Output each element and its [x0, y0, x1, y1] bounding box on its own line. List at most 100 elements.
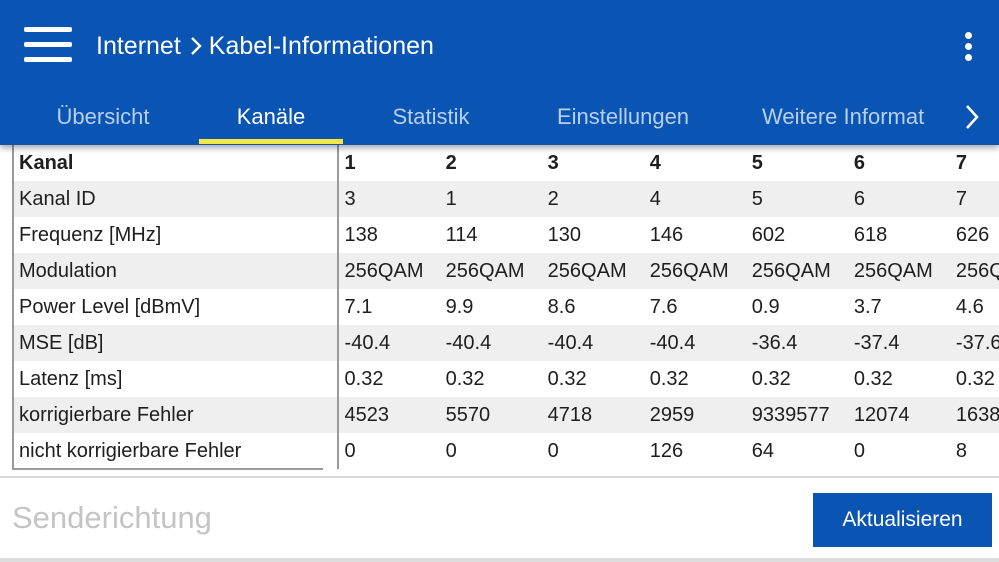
table-row: Kanal ID 3 1 2 4 5 6 7 [12, 181, 999, 217]
table-cell: 8 [955, 439, 968, 462]
table-header-channel: 3 [547, 151, 559, 174]
table-header-channel: 5 [751, 151, 763, 174]
table-cell: 5 [745, 181, 848, 217]
table-cell: 138 [344, 223, 378, 246]
table-cell: 256QAM [337, 253, 440, 289]
tab-bar: Übersicht Kanäle Statistik Einstellungen… [0, 88, 999, 145]
menu-icon-bar [24, 57, 72, 62]
table-header-channel: 4 [649, 151, 661, 174]
tab-uebersicht[interactable]: Übersicht [56, 103, 150, 129]
active-tab-indicator [199, 139, 343, 144]
table-cell: 7.6 [649, 295, 678, 318]
table-cell: 256QAM [847, 253, 950, 289]
table-cell: 256QAM [643, 253, 746, 289]
table-header-label: Kanal [12, 145, 339, 181]
table-cell: 1638014 [949, 397, 999, 433]
chevron-right-icon [189, 36, 203, 56]
tab-statistik[interactable]: Statistik [392, 103, 470, 129]
table-header-channel: 6 [853, 151, 865, 174]
more-dot [965, 54, 972, 61]
table-row: korrigierbare Fehler 4523 5570 4718 2959 9339… [12, 397, 999, 433]
table-header-channel: 7 [955, 151, 968, 174]
table-row: Modulation 256QAM 256QAM 256QAM 256QAM 256QAM… [12, 253, 999, 289]
table-cell: 126 [649, 439, 684, 462]
table-cell: 114 [445, 223, 478, 246]
table-row-label: MSE [dB] [12, 325, 339, 361]
table-cell: 4523 [337, 397, 440, 433]
breadcrumb-kabel-informationen: Kabel-Informationen [208, 31, 434, 60]
table-cell: 0.32 [344, 367, 384, 390]
table-cell: 130 [547, 223, 582, 246]
table-cell: 2959 [643, 397, 746, 433]
table-row-label: korrigierbare Fehler [12, 397, 339, 433]
table-cell: 0 [344, 439, 356, 462]
table-cell: 6 [847, 181, 950, 217]
table-cell: 9339577 [745, 397, 848, 433]
table-row: Latenz [ms] 0.32 0.32 0.32 0.32 0.32 0.32 0.32 [12, 361, 999, 397]
table-cell: 4.6 [955, 295, 984, 318]
tab-weitere-informationen[interactable]: Weitere Informat [762, 103, 925, 129]
table-cell: 0.32 [751, 367, 791, 390]
divider [0, 476, 999, 478]
table-row: Power Level [dBmV] 7.1 9.9 8.6 7.6 0.9 3.7 4.6 [12, 289, 999, 325]
table-cell: 602 [751, 223, 786, 246]
table-cell: 256QAM [439, 253, 542, 289]
table-cell: 9.9 [445, 295, 474, 318]
table-cell: 0.32 [445, 367, 485, 390]
refresh-button[interactable]: Aktualisieren [813, 493, 992, 547]
table-cell: 0.32 [853, 367, 893, 390]
table-header-channel: 2 [445, 151, 457, 174]
table-cell: 256QAM [745, 253, 848, 289]
table-cell: -37.6 [949, 325, 999, 361]
menu-icon-bar [24, 42, 72, 47]
table-cell: 8.6 [547, 295, 576, 318]
table-cell: 0 [445, 439, 457, 462]
table-header-channel: 1 [344, 151, 356, 174]
table-cell: 12074 [847, 397, 950, 433]
section-title-senderichtung: Senderichtung [12, 500, 212, 535]
table-cell: 618 [853, 223, 888, 246]
table-cell: 5570 [439, 397, 542, 433]
table-row: nicht korrigierbare Fehler 0 0 0 126 64 0 8 [12, 433, 999, 469]
table-cell: 0 [547, 439, 559, 462]
table-cell: -40.4 [643, 325, 746, 361]
more-vert-icon[interactable] [959, 30, 979, 64]
menu-icon[interactable] [22, 26, 74, 66]
channel-table-container[interactable]: Kanal 1 2 3 4 5 6 7 Kanal ID 3 1 2 4 5 6 7 Frequenz [MHz… [12, 145, 999, 470]
table-row-label: Power Level [dBmV] [12, 289, 339, 325]
breadcrumb: Internet Kabel-Informationen [96, 28, 434, 64]
table-cell: 4718 [541, 397, 644, 433]
channel-table: Kanal 1 2 3 4 5 6 7 Kanal ID 3 1 2 4 5 6 7 Frequenz [MHz… [12, 145, 999, 469]
table-cell: 3 [337, 181, 440, 217]
tab-kanaele[interactable]: Kanäle [236, 103, 306, 129]
menu-icon-bar [24, 27, 72, 32]
table-cell: -37.4 [847, 325, 950, 361]
table-cell: 64 [751, 439, 775, 462]
table-row-label: Modulation [12, 253, 339, 289]
table-cell: 146 [649, 223, 684, 246]
table-cell: 626 [955, 223, 990, 246]
tab-einstellungen[interactable]: Einstellungen [556, 103, 690, 129]
table-cell: -36.4 [745, 325, 848, 361]
breadcrumb-internet[interactable]: Internet [96, 31, 181, 60]
table-cell: -40.4 [439, 325, 542, 361]
table-row-label: nicht korrigierbare Fehler [12, 433, 339, 469]
table-cell: 7.1 [344, 295, 373, 318]
table-cell: 4 [643, 181, 746, 217]
table-row-label: Latenz [ms] [12, 361, 339, 397]
table-cell: 0.32 [649, 367, 689, 390]
table-cell: 0.32 [547, 367, 587, 390]
table-cell: 7 [949, 181, 999, 217]
table-cell: 3.7 [853, 295, 882, 318]
chevron-right-icon[interactable] [963, 102, 981, 132]
table-cell: 0.9 [751, 295, 780, 318]
table-row: MSE [dB] -40.4 -40.4 -40.4 -40.4 -36.4 -37.4 -3… [12, 325, 999, 361]
table-row: Frequenz [MHz] 138 114 130 146 602 618 626 [12, 217, 999, 253]
more-dot [965, 32, 972, 39]
table-cell: 1 [439, 181, 542, 217]
table-header-row: Kanal 1 2 3 4 5 6 7 [12, 145, 999, 181]
table-cell: 256QAM [541, 253, 644, 289]
bottom-divider [0, 558, 999, 562]
table-cell: 0.32 [955, 367, 995, 390]
table-row-label: Kanal ID [12, 181, 339, 217]
